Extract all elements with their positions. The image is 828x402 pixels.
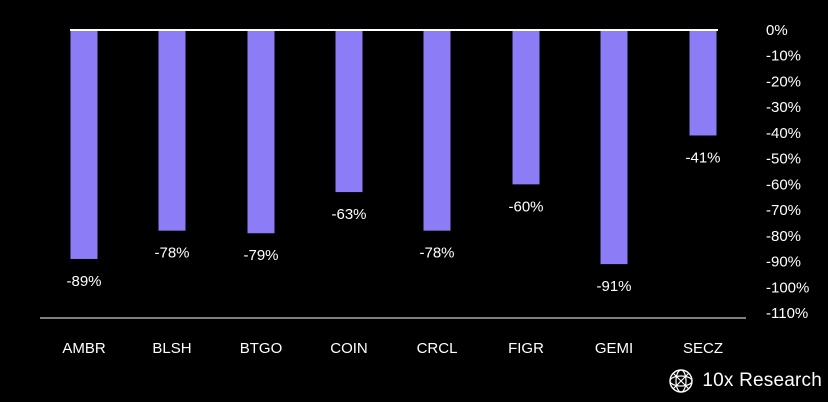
data-label: -89% [66, 273, 101, 290]
x-tick-label: COIN [330, 340, 368, 357]
data-label: -79% [243, 247, 278, 264]
y-tick-label: -60% [766, 176, 801, 193]
globe-mesh-icon [669, 369, 694, 393]
x-tick-label: BTGO [240, 340, 283, 357]
y-tick-label: -110% [766, 305, 808, 322]
y-tick-label: -20% [766, 73, 801, 90]
data-label: -60% [508, 198, 543, 215]
x-tick-label: GEMI [595, 340, 633, 357]
bar-crcl [423, 30, 451, 231]
bar-coin [335, 30, 363, 193]
x-tick-label: AMBR [62, 340, 106, 357]
x-tick-label: FIGR [508, 340, 544, 357]
y-tick-label: -10% [766, 48, 801, 65]
bar-secz [689, 30, 717, 136]
bar-gemi [600, 30, 628, 265]
bar-btgo [247, 30, 275, 234]
y-tick-label: -40% [766, 125, 801, 142]
y-tick-label: -100% [766, 279, 809, 296]
bar-ambr [70, 30, 98, 259]
data-label: -78% [154, 245, 189, 262]
y-tick-label: 0% [766, 22, 788, 39]
data-label: -78% [419, 245, 454, 262]
y-tick-label: -30% [766, 99, 801, 116]
data-label: -41% [685, 149, 720, 166]
y-tick-label: -90% [766, 254, 801, 271]
bar-blsh [158, 30, 186, 231]
data-label: -63% [331, 206, 366, 223]
brand-logo: 10x Research [668, 368, 822, 394]
y-tick-label: -70% [766, 202, 801, 219]
bar-figr [512, 30, 540, 185]
x-tick-label: SECZ [683, 340, 723, 357]
y-tick-label: -50% [766, 151, 801, 168]
y-tick-label: -80% [766, 228, 801, 245]
brand-name: 10x Research [702, 370, 822, 391]
data-label: -91% [596, 278, 631, 295]
x-tick-label: BLSH [152, 340, 191, 357]
x-tick-label: CRCL [417, 340, 458, 357]
